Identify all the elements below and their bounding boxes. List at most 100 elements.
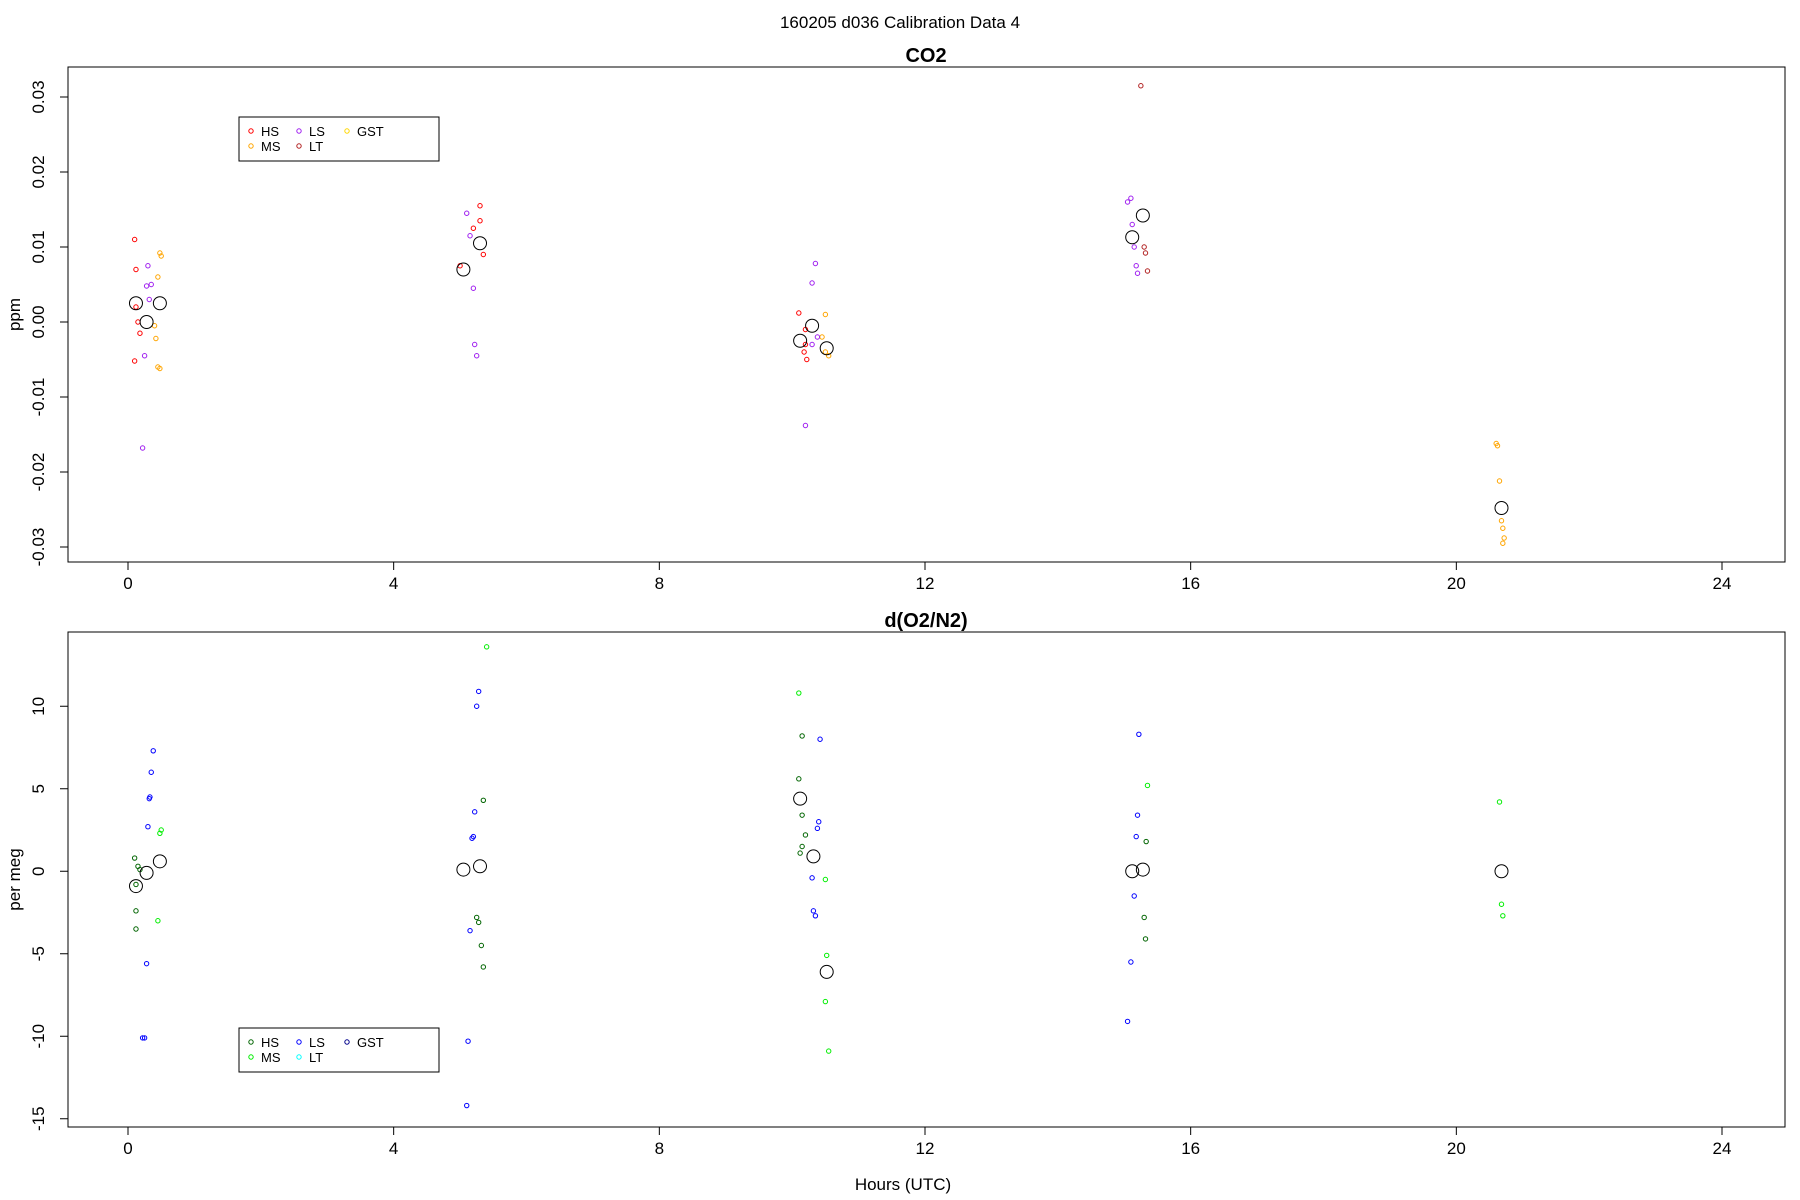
mean-point <box>1125 230 1140 245</box>
y-tick-label: 5 <box>29 784 48 793</box>
data-point <box>812 913 819 919</box>
data-point <box>825 353 832 359</box>
x-tick-label: 4 <box>389 1139 398 1158</box>
mean-point <box>152 296 167 311</box>
mean-point <box>456 862 471 877</box>
data-point <box>1500 913 1506 919</box>
data-point <box>1500 540 1506 546</box>
mean-point <box>806 849 821 864</box>
data-point <box>153 335 159 342</box>
legend-marker <box>296 128 302 134</box>
data-point <box>470 225 477 231</box>
legend-marker <box>248 1054 254 1060</box>
data-point <box>1124 199 1131 205</box>
data-point <box>802 341 809 348</box>
series-mean <box>128 208 1509 515</box>
mean-point <box>139 865 154 880</box>
data-point <box>483 644 490 650</box>
legend-marker <box>296 1054 302 1060</box>
x-tick-label: 0 <box>123 574 132 593</box>
x-tick-label: 4 <box>389 574 398 593</box>
data-point <box>810 908 817 914</box>
y-tick-label: 10 <box>29 697 48 716</box>
series-mean <box>128 791 1509 979</box>
data-point <box>131 236 138 243</box>
data-point <box>471 809 478 815</box>
data-point <box>135 319 141 325</box>
y-tick-label: -0.01 <box>29 378 48 417</box>
data-point <box>802 832 809 838</box>
y-tick-label: 0.02 <box>29 155 48 188</box>
y-tick-label: -5 <box>29 946 48 961</box>
data-point <box>824 952 830 959</box>
data-point <box>1128 195 1134 201</box>
data-point <box>480 251 487 258</box>
data-point <box>471 341 478 348</box>
legend-label: HS <box>261 1035 279 1050</box>
panel-title: d(O2/N2) <box>884 610 967 632</box>
legend-box <box>238 116 440 162</box>
data-point <box>1131 244 1137 250</box>
data-point <box>1144 782 1151 789</box>
legend-label: GST <box>357 1035 384 1050</box>
x-tick-label: 0 <box>123 1139 132 1158</box>
data-point <box>464 210 470 216</box>
panel-title: CO2 <box>905 45 946 67</box>
x-axis-label: Hours (UTC) <box>855 1175 951 1194</box>
legend-box <box>238 1027 440 1073</box>
data-point <box>133 908 139 914</box>
legend-label: MS <box>261 1050 281 1065</box>
x-tick-label: 16 <box>1181 574 1200 593</box>
data-point <box>817 736 823 742</box>
x-tick-label: 8 <box>655 1139 664 1158</box>
data-point <box>809 280 815 286</box>
series-lt <box>1138 83 1151 274</box>
mean-point <box>1494 501 1509 515</box>
data-point <box>822 311 829 318</box>
data-point <box>814 825 821 832</box>
data-point <box>148 769 154 775</box>
series-ls <box>139 688 1142 1109</box>
series-ls <box>139 195 1141 451</box>
data-point <box>470 285 477 291</box>
legend-marker <box>344 1039 350 1045</box>
data-point <box>1142 250 1149 256</box>
data-point <box>1129 221 1135 228</box>
mean-point <box>473 859 488 874</box>
x-tick-label: 16 <box>1181 1139 1200 1158</box>
data-point <box>799 812 805 818</box>
y-tick-label: 0.03 <box>29 80 48 113</box>
data-point <box>146 296 152 303</box>
data-point <box>143 283 150 289</box>
data-point <box>1498 901 1505 907</box>
data-point <box>137 330 143 336</box>
legend-label: MS <box>261 139 281 154</box>
data-point <box>1141 914 1147 921</box>
legend-label: LT <box>309 139 323 154</box>
legend-marker <box>296 1039 302 1045</box>
mean-point <box>819 341 834 356</box>
data-point <box>141 1035 148 1041</box>
data-point <box>1124 1018 1131 1025</box>
legend-marker <box>248 143 254 149</box>
legend-label: GST <box>357 124 384 139</box>
y-tick-label: -0.03 <box>29 528 48 567</box>
y-tick-label: 0.01 <box>29 230 48 263</box>
data-point <box>799 843 805 850</box>
legend-marker <box>344 128 350 134</box>
mean-point <box>139 315 154 329</box>
data-point <box>1143 838 1149 845</box>
data-point <box>141 353 148 359</box>
data-point <box>157 365 163 372</box>
y-axis-label: per meg <box>5 848 24 910</box>
y-tick-label: -0.02 <box>29 453 48 492</box>
figure-title: 160205 d036 Calibration Data 4 <box>780 13 1020 32</box>
data-point <box>464 1102 470 1109</box>
data-point <box>133 266 139 273</box>
data-point <box>465 1038 471 1044</box>
data-point <box>1133 833 1139 840</box>
data-point <box>473 353 480 359</box>
